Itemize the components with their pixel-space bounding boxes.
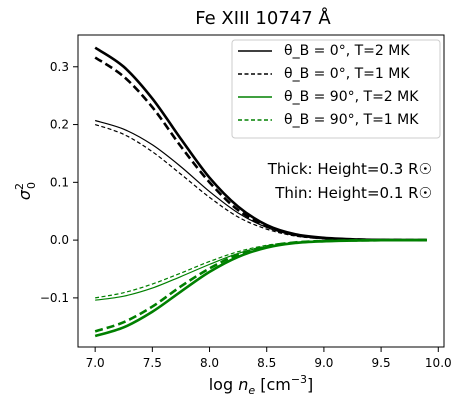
- series-line-thick-0-1mk: [94, 56, 427, 242]
- legend-label: θ_B = 90°, T=1 MK: [284, 112, 419, 128]
- x-tick-label: 9.0: [314, 356, 333, 370]
- annotation-thick: Thick: Height=0.3 R☉: [267, 160, 432, 178]
- legend-box: [231, 39, 441, 139]
- legend-label: θ_B = 90°, T=2 MK: [284, 89, 419, 105]
- y-tick-label: −0.1: [40, 291, 69, 305]
- legend-label: θ_B = 0°, T=1 MK: [284, 66, 410, 82]
- series-line-thin-0-1mk: [94, 123, 427, 241]
- x-tick-label: 7.0: [86, 356, 105, 370]
- y-axis-ticks: −0.1 0.0 0.1 0.2 0.3: [40, 60, 78, 305]
- series-line-thin-90-1mk: [95, 239, 427, 299]
- x-tick-label: 10.0: [425, 356, 452, 370]
- y-tick-label: 0.2: [50, 118, 69, 132]
- y-axis-label: σ20: [13, 182, 38, 200]
- x-axis-ticks: 7.0 7.5 8.0 8.5 9.0 9.5 10.0: [86, 347, 452, 370]
- x-tick-label: 9.5: [372, 356, 391, 370]
- svg-text:σ20: σ20: [13, 182, 38, 200]
- legend-label: θ_B = 0°, T=2 MK: [284, 43, 410, 59]
- y-tick-label: 0.0: [50, 233, 69, 247]
- annotation-thin: Thin: Height=0.1 R☉: [274, 184, 432, 202]
- x-tick-label: 7.5: [143, 356, 162, 370]
- x-axis-label: log ne [cm−3]: [209, 373, 314, 397]
- plot-frame: [77, 34, 445, 348]
- y-tick-label: 0.3: [50, 60, 69, 74]
- x-tick-label: 8.5: [257, 356, 276, 370]
- chart-title: Fe XIII 10747 Å: [195, 7, 331, 29]
- x-tick-label: 8.0: [200, 356, 219, 370]
- y-tick-label: 0.1: [50, 175, 69, 189]
- series-line-thick-90-2mk: [94, 238, 427, 338]
- chart-series: [94, 46, 427, 338]
- legend: θ_B = 0°, T=2 MK θ_B = 0°, T=1 MK θ_B = 90…: [231, 39, 441, 139]
